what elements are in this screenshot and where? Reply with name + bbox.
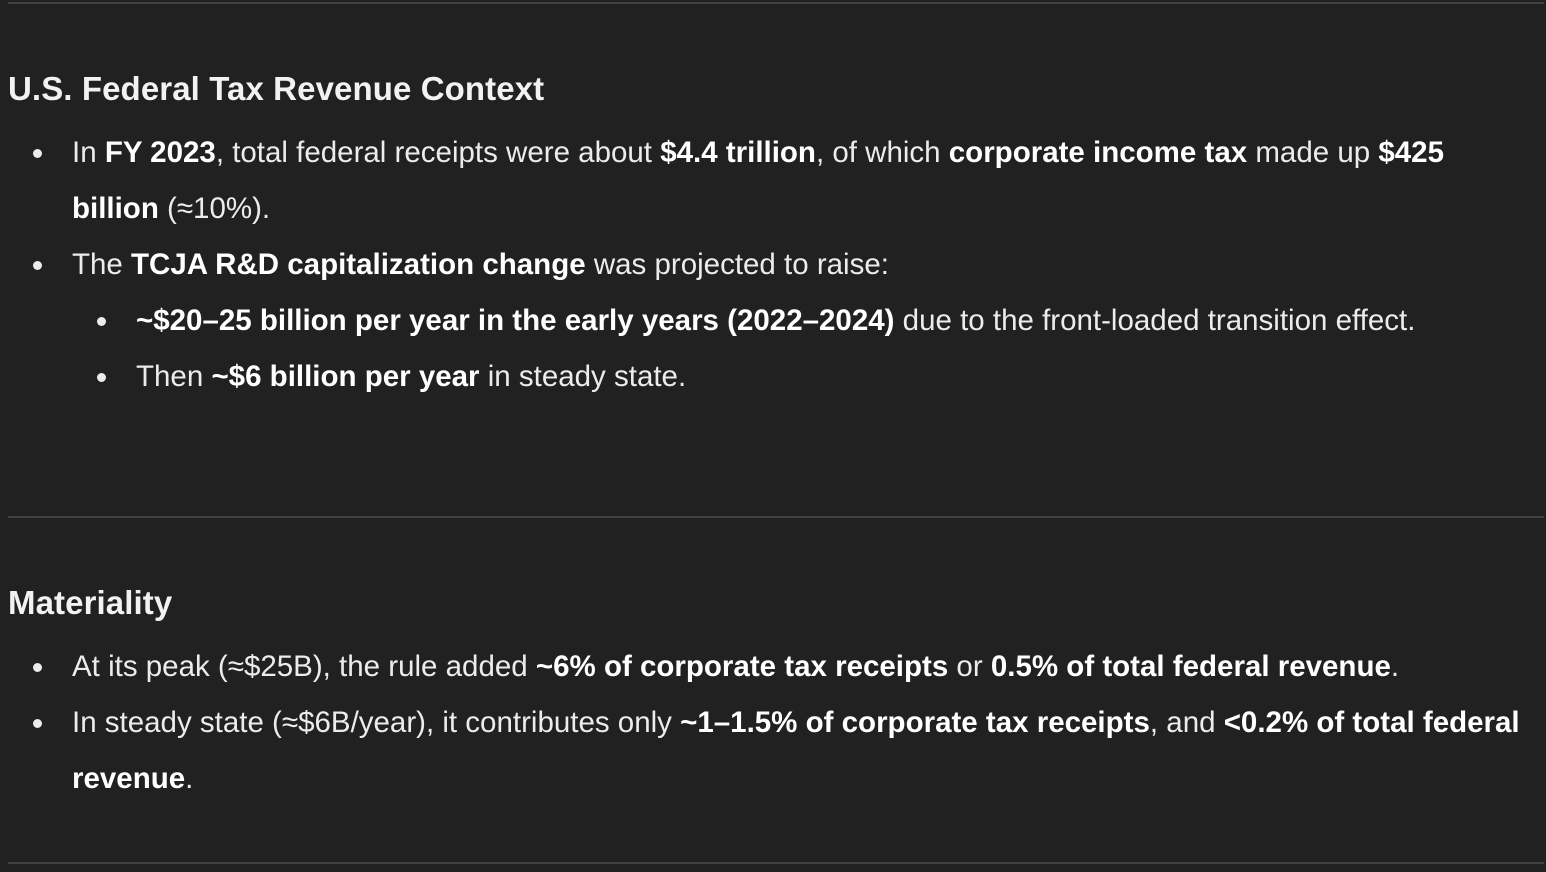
bullet-dot [33, 149, 42, 158]
section-divider [8, 516, 1544, 518]
list-item-steady-state-impact: In steady state (≈$6B/year), it contribu… [8, 695, 1538, 807]
section-heading-materiality: Materiality [8, 584, 173, 621]
section-materiality: Materiality At its peak (≈$25B), the rul… [8, 583, 1538, 807]
bullet-dot [33, 719, 42, 728]
tax-revenue-bullet-list: In FY 2023, total federal receipts were … [8, 125, 1538, 405]
list-item-fy2023-receipts: In FY 2023, total federal receipts were … [8, 125, 1538, 237]
bottom-divider [8, 862, 1544, 864]
bullet-dot [97, 317, 106, 326]
bullet-dot [97, 373, 106, 382]
list-item-steady-state: Then ~$6 billion per year in steady stat… [8, 349, 1538, 405]
list-item-peak-impact: At its peak (≈$25B), the rule added ~6% … [8, 639, 1538, 695]
list-item-tcja-change: The TCJA R&D capitalization change was p… [8, 237, 1538, 293]
top-divider [8, 2, 1544, 4]
bullet-dot [33, 663, 42, 672]
list-item-early-years: ~$20–25 billion per year in the early ye… [8, 293, 1538, 349]
section-tax-revenue-context: U.S. Federal Tax Revenue Context In FY 2… [8, 69, 1538, 405]
section-heading-tax-revenue: U.S. Federal Tax Revenue Context [8, 70, 545, 107]
materiality-bullet-list: At its peak (≈$25B), the rule added ~6% … [8, 639, 1538, 807]
bullet-dot [33, 261, 42, 270]
